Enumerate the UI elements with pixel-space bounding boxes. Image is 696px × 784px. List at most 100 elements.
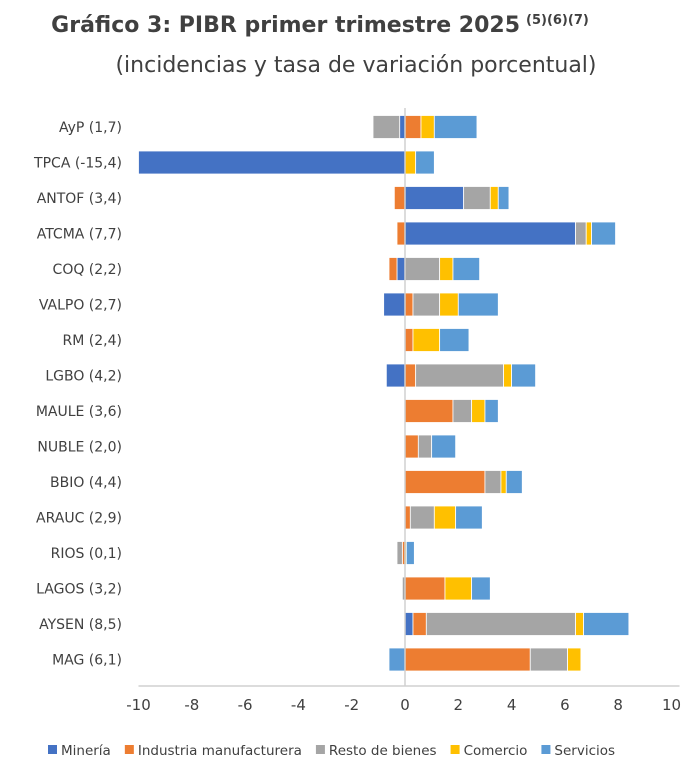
legend-swatch bbox=[48, 745, 57, 754]
bar-resto-de-bienes bbox=[425, 612, 576, 636]
bar-minería bbox=[383, 292, 406, 317]
bar-resto-de-bienes bbox=[409, 505, 435, 530]
bar-resto-de-bienes bbox=[412, 292, 441, 317]
category-label: ANTOF (3,4) bbox=[37, 191, 122, 207]
bar-servicios bbox=[431, 434, 457, 459]
bar-industria-manufacturera bbox=[404, 470, 486, 494]
category-label: VALPO (2,7) bbox=[39, 298, 122, 314]
bar-resto-de-bienes bbox=[396, 541, 403, 565]
x-tick-label: 0 bbox=[400, 696, 410, 714]
category-label: LGBO (4,2) bbox=[45, 369, 122, 385]
x-tick-label: 2 bbox=[454, 696, 464, 714]
bar-servicios bbox=[457, 292, 499, 317]
bar-minería bbox=[399, 115, 406, 139]
bar-resto-de-bienes bbox=[575, 221, 587, 246]
x-tick-label: -4 bbox=[291, 696, 306, 714]
category-label: TPCA (-15,4) bbox=[33, 156, 122, 172]
legend-label: Servicios bbox=[554, 743, 615, 759]
category-label: ARAUC (2,9) bbox=[36, 511, 122, 527]
x-tick-label: 8 bbox=[613, 696, 623, 714]
bar-comercio bbox=[420, 115, 435, 139]
x-tick-label: 10 bbox=[662, 696, 681, 714]
category-label: LAGOS (3,2) bbox=[36, 582, 122, 598]
bar-servicios bbox=[452, 257, 481, 281]
bar-servicios bbox=[591, 221, 616, 246]
legend-swatch bbox=[124, 745, 134, 754]
bar-comercio bbox=[489, 186, 499, 210]
legend-label: Resto de bienes bbox=[329, 743, 437, 759]
bar-servicios bbox=[433, 115, 478, 139]
bar-servicios bbox=[497, 186, 510, 210]
bar-comercio bbox=[471, 399, 486, 423]
bar-industria-manufacturera bbox=[404, 115, 422, 139]
bar-servicios bbox=[388, 647, 406, 672]
legend-label: Comercio bbox=[464, 743, 528, 759]
legend: Minería Industria manufacturera Resto de b… bbox=[48, 743, 615, 759]
bar-resto-de-bienes bbox=[452, 399, 473, 423]
bar-comercio bbox=[439, 257, 454, 281]
bar-resto-de-bienes bbox=[372, 115, 401, 139]
bar-resto-de-bienes bbox=[484, 470, 502, 494]
legend-swatch bbox=[450, 745, 460, 754]
chart-subtitle: (incidencias y tasa de variación porcent… bbox=[115, 53, 596, 78]
bar-industria-manufacturera bbox=[404, 328, 414, 352]
bar-comercio bbox=[575, 612, 584, 636]
bar-comercio bbox=[500, 470, 507, 494]
bar-minería bbox=[385, 363, 406, 388]
chart-title: Gráfico 3: PIBR primer trimestre 2025 (5)… bbox=[51, 13, 589, 38]
x-tick-label: 6 bbox=[560, 696, 570, 714]
bar-minería bbox=[404, 186, 465, 210]
bar-minería bbox=[138, 150, 406, 175]
category-label: RM (2,4) bbox=[63, 333, 122, 349]
x-tick-label: -10 bbox=[126, 696, 151, 714]
bar-servicios bbox=[455, 505, 483, 530]
bar-comercio bbox=[444, 576, 473, 601]
category-label: ATCMA (7,7) bbox=[37, 227, 122, 243]
bar-servicios bbox=[511, 363, 536, 388]
bar-servicios bbox=[471, 576, 491, 601]
category-label: AYSEN (8,5) bbox=[39, 617, 122, 633]
x-axis: -10 -8 -6 -4 -2 0 2 4 6 8 10 bbox=[126, 108, 681, 714]
x-tick-label: 4 bbox=[507, 696, 517, 714]
chart-title-text: Gráfico 3: PIBR primer trimestre 2025 bbox=[51, 13, 520, 38]
bar-industria-manufacturera bbox=[412, 612, 427, 636]
bar-industria-manufacturera bbox=[404, 576, 446, 601]
bar-industria-manufacturera bbox=[404, 647, 531, 672]
category-label: MAG (6,1) bbox=[52, 653, 122, 669]
bar-industria-manufacturera bbox=[404, 399, 454, 423]
bar-industria-manufacturera bbox=[404, 292, 414, 317]
chart-title-superscript: (5)(6)(7) bbox=[526, 13, 589, 28]
bars-group bbox=[138, 115, 630, 672]
bar-resto-de-bienes bbox=[404, 257, 441, 281]
bar-comercio bbox=[439, 292, 459, 317]
x-tick-label: -8 bbox=[184, 696, 199, 714]
bar-resto-de-bienes bbox=[529, 647, 568, 672]
legend-swatch bbox=[315, 745, 325, 754]
bar-comercio bbox=[412, 328, 441, 352]
bar-servicios bbox=[405, 541, 415, 565]
bar-servicios bbox=[505, 470, 523, 494]
category-label: NUBLE (2,0) bbox=[37, 440, 122, 456]
category-label: COQ (2,2) bbox=[53, 262, 122, 278]
legend-label: Industria manufacturera bbox=[138, 743, 302, 759]
bar-industria-manufacturera bbox=[396, 221, 406, 246]
category-label: RIOS (0,1) bbox=[51, 546, 122, 562]
bar-minería bbox=[396, 257, 406, 281]
x-tick-label: -2 bbox=[344, 696, 359, 714]
category-label: BBIO (4,4) bbox=[50, 475, 122, 491]
bar-comercio bbox=[503, 363, 513, 388]
bar-industria-manufacturera bbox=[388, 257, 398, 281]
category-label: MAULE (3,6) bbox=[36, 404, 122, 420]
bar-comercio bbox=[567, 647, 582, 672]
category-labels: AyP (1,7) TPCA (-15,4) ANTOF (3,4) ATCMA (7… bbox=[33, 120, 122, 669]
bar-comercio bbox=[433, 505, 457, 530]
bar-industria-manufacturera bbox=[404, 363, 417, 388]
bar-industria-manufacturera bbox=[404, 434, 419, 459]
bar-servicios bbox=[583, 612, 630, 636]
bar-servicios bbox=[484, 399, 499, 423]
bar-industria-manufacturera bbox=[393, 186, 406, 210]
bar-industria-manufacturera bbox=[404, 505, 411, 530]
legend-label: Minería bbox=[61, 743, 111, 759]
x-tick-label: -6 bbox=[238, 696, 253, 714]
